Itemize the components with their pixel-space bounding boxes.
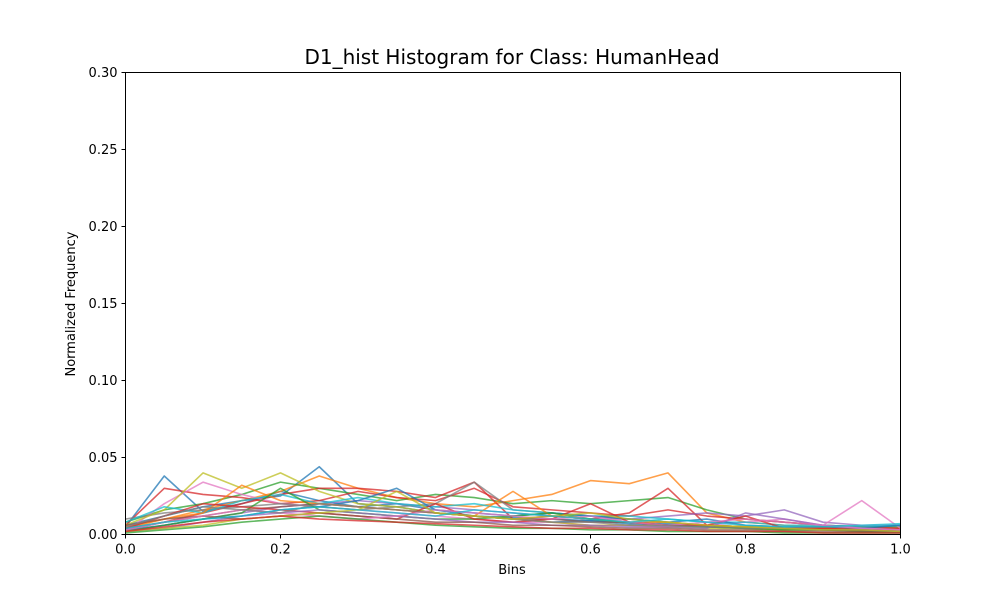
chart-title: D1_hist Histogram for Class: HumanHead: [304, 45, 719, 69]
x-tick-label: 0.0: [115, 543, 136, 558]
y-axis: 0.00 0.05 0.10 0.15 0.20 0.25 0.30: [89, 66, 126, 543]
y-tick-label: 0.15: [89, 297, 118, 312]
x-tick-label: 0.4: [425, 543, 446, 558]
series-line-17: [125, 509, 901, 533]
x-axis: 0.0 0.2 0.4 0.6 0.8 1.0: [115, 534, 911, 558]
plot-frame: [125, 72, 901, 535]
y-tick-label: 0.10: [89, 374, 118, 389]
x-tick-label: 0.8: [735, 543, 756, 558]
x-axis-label: Bins: [498, 563, 526, 578]
series-layer: [124, 465, 901, 534]
series-line-23: [125, 515, 901, 534]
y-tick-label: 0.05: [89, 451, 118, 466]
y-tick-label: 0.30: [89, 66, 118, 81]
x-tick-label: 0.2: [270, 543, 291, 558]
x-tick-label: 1.0: [890, 543, 911, 558]
y-tick-label: 0.25: [89, 143, 118, 158]
y-tick-label: 0.00: [89, 528, 118, 543]
series-line-24: [125, 515, 901, 534]
y-tick-label: 0.20: [89, 220, 118, 235]
series-line-22: [125, 505, 901, 530]
x-tick-label: 0.6: [580, 543, 601, 558]
y-axis-label: Normalized Frequency: [64, 231, 79, 376]
